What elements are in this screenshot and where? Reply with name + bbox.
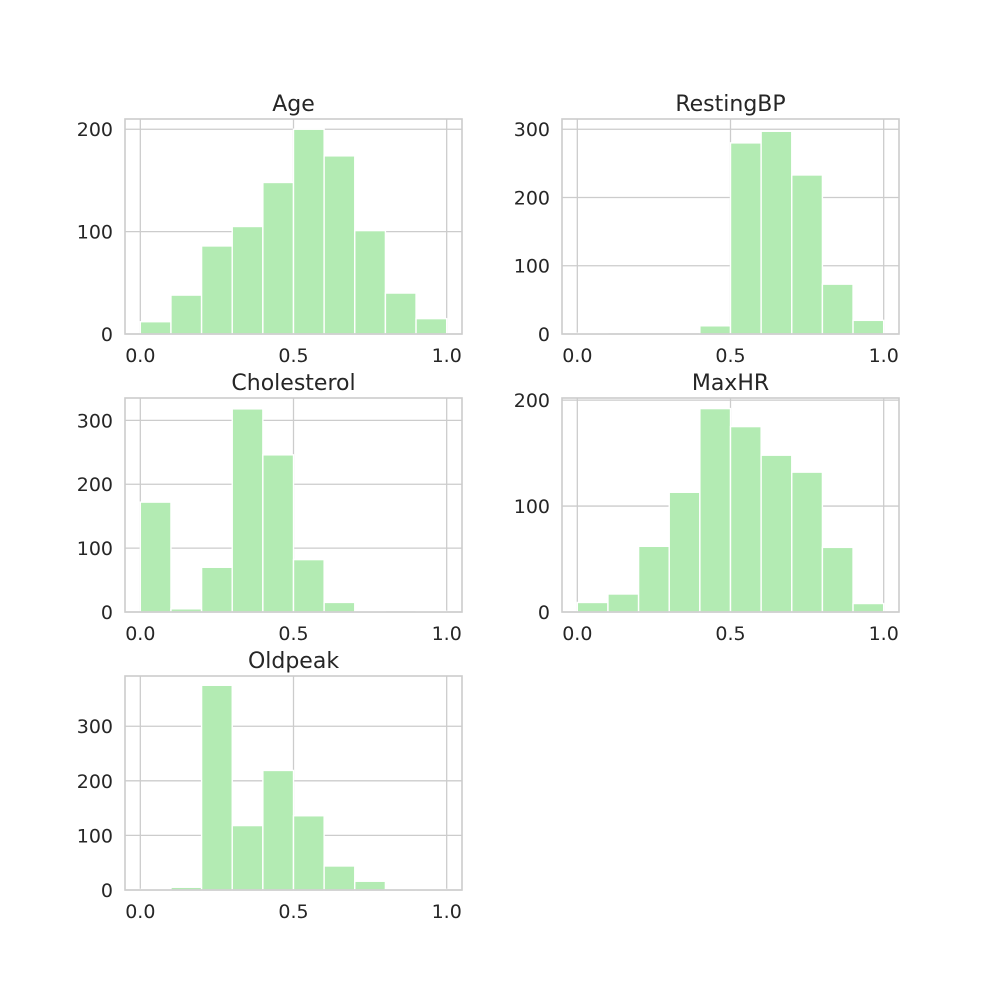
histogram-panel-maxhr: MaxHR 0.0 0.5 1.0 0 100 200 xyxy=(514,371,900,645)
axes-frame xyxy=(124,118,463,335)
axes-frame xyxy=(561,118,900,335)
x-tick-label: 0.0 xyxy=(125,345,155,367)
x-tick-label: 1.0 xyxy=(432,901,462,923)
histogram-bar xyxy=(607,593,640,613)
axes-frame xyxy=(561,397,900,613)
axes-frame xyxy=(124,675,463,891)
histogram-bar xyxy=(231,824,264,891)
y-tick-label: 200 xyxy=(77,771,113,793)
histogram-bar xyxy=(323,865,356,891)
x-tick-label: 0.5 xyxy=(278,345,308,367)
histogram-bar xyxy=(354,880,387,891)
x-tick-label: 1.0 xyxy=(432,623,462,645)
histogram-bar xyxy=(292,128,325,335)
x-tick-label: 0.5 xyxy=(278,623,308,645)
axes-frame xyxy=(124,397,463,613)
x-tick-label: 0.0 xyxy=(562,623,592,645)
y-tick-label: 100 xyxy=(514,256,550,278)
histogram-bar xyxy=(292,815,325,891)
histogram-bar xyxy=(231,225,264,335)
panel-title: Age xyxy=(272,92,315,117)
x-tick-label: 0.0 xyxy=(125,623,155,645)
x-tick-label: 1.0 xyxy=(869,623,899,645)
histogram-bar xyxy=(699,325,732,335)
x-tick-label: 0.5 xyxy=(715,623,745,645)
histogram-bar xyxy=(262,181,295,335)
histogram-bar xyxy=(821,283,854,335)
histogram-bar xyxy=(637,545,670,613)
y-tick-label: 100 xyxy=(77,222,113,244)
y-tick-label: 200 xyxy=(77,474,113,496)
x-tick-label: 0.5 xyxy=(278,901,308,923)
histogram-bar xyxy=(323,155,356,335)
histogram-bar xyxy=(231,408,264,613)
histogram-bar xyxy=(292,558,325,613)
y-tick-label: 100 xyxy=(514,496,550,518)
y-tick-label: 0 xyxy=(538,602,550,624)
histogram-bar xyxy=(821,546,854,613)
panel-title: Oldpeak xyxy=(248,649,339,674)
histogram-panel-oldpeak: Oldpeak 0.0 0.5 1.0 0 100 200 300 xyxy=(77,649,463,923)
x-tick-label: 0.0 xyxy=(562,345,592,367)
y-tick-label: 100 xyxy=(77,825,113,847)
histogram-bar xyxy=(791,174,824,335)
x-tick-label: 0.0 xyxy=(125,901,155,923)
histogram-bar xyxy=(354,229,387,335)
histogram-bar xyxy=(852,602,885,613)
histogram-bar xyxy=(415,317,448,335)
x-tick-label: 0.5 xyxy=(715,345,745,367)
histogram-bar xyxy=(760,130,793,335)
histogram-bar xyxy=(699,407,732,613)
y-tick-label: 300 xyxy=(514,119,550,141)
y-tick-label: 100 xyxy=(77,538,113,560)
histogram-panel-restingbp: RestingBP 0.0 0.5 1.0 0 100 200 300 xyxy=(514,92,900,367)
y-tick-label: 300 xyxy=(77,410,113,432)
y-tick-label: 0 xyxy=(538,324,550,346)
y-tick-label: 200 xyxy=(514,390,550,412)
histogram-bar xyxy=(139,501,172,613)
histogram-bar xyxy=(760,454,793,613)
y-tick-label: 300 xyxy=(77,716,113,738)
histogram-bar xyxy=(668,491,701,613)
y-tick-label: 0 xyxy=(101,324,113,346)
histogram-bar xyxy=(262,454,295,613)
histogram-bar xyxy=(139,321,172,335)
histogram-bar xyxy=(852,319,885,335)
panel-title: MaxHR xyxy=(692,371,769,396)
y-tick-label: 200 xyxy=(77,119,113,141)
y-tick-label: 200 xyxy=(514,187,550,209)
histogram-bar xyxy=(729,425,762,613)
x-tick-label: 1.0 xyxy=(869,345,899,367)
panel-title: Cholesterol xyxy=(231,371,355,396)
x-tick-label: 1.0 xyxy=(432,345,462,367)
histogram-bar xyxy=(262,769,295,891)
histogram-bar xyxy=(200,245,233,335)
histogram-bar xyxy=(576,601,609,613)
histogram-bar xyxy=(791,471,824,613)
histogram-bar xyxy=(384,292,417,335)
y-tick-label: 0 xyxy=(101,880,113,902)
histogram-panel-cholesterol: Cholesterol 0.0 0.5 1.0 0 100 200 300 xyxy=(77,371,463,645)
histogram-bar xyxy=(729,142,762,335)
histogram-panel-age: Age 0.0 0.5 1.0 0 100 200 xyxy=(77,92,463,367)
y-tick-label: 0 xyxy=(101,602,113,624)
histogram-bar xyxy=(323,601,356,613)
panel-title: RestingBP xyxy=(675,92,785,117)
histogram-bar xyxy=(170,294,203,335)
histogram-bar xyxy=(200,684,233,891)
histogram-bar xyxy=(200,566,233,613)
